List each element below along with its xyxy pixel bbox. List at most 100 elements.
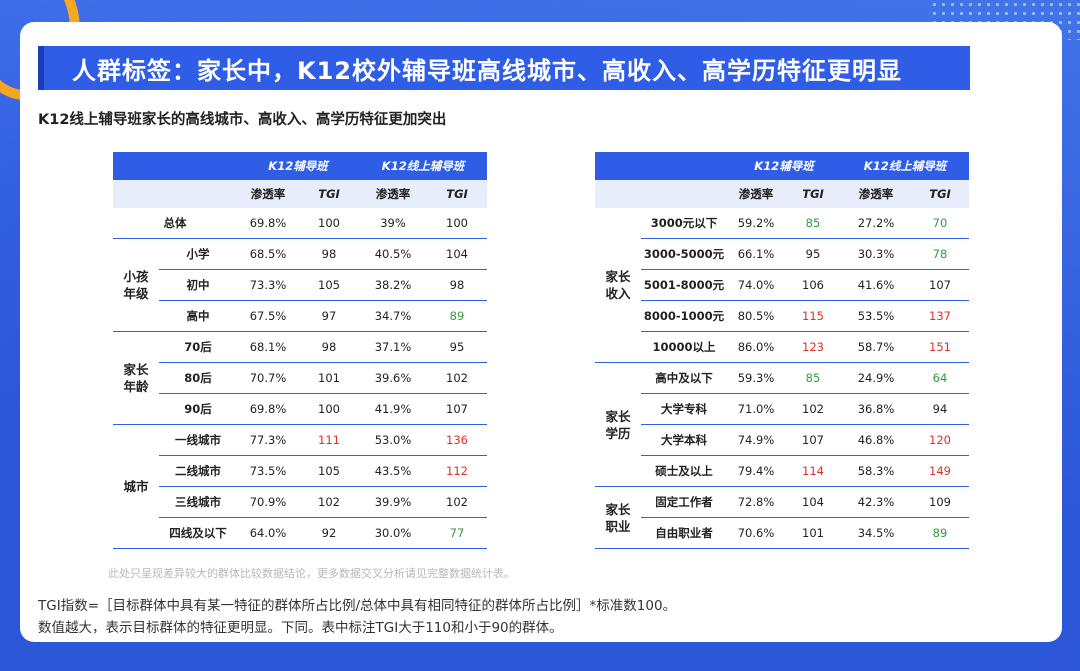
rate-cell: 58.7% — [841, 331, 911, 363]
tgi-cell: 102 — [427, 486, 487, 518]
row-label: 初中 — [159, 269, 237, 301]
table-row: 家长 收入 3000元以下 59.2% 85 27.2% 70 — [595, 208, 969, 363]
row-label: 四线及以下 — [159, 517, 237, 549]
group-label: 小孩 年级 — [113, 238, 159, 332]
table-row: 大学本科 74.9% 107 46.8% 120 — [595, 424, 969, 456]
rate-cell: 39% — [359, 208, 427, 239]
table-row: 高中 67.5% 97 34.7% 89 — [113, 300, 487, 332]
table-row: 家长 年龄 70后 68.1% 98 37.1% 95 — [113, 331, 487, 425]
right-data-table: K12辅导班 K12线上辅导班 渗透率 TGI 渗透率 TGI 家长 收入 3000… — [595, 152, 969, 549]
table-row: 城市 一线城市 77.3% 111 53.0% 136 — [113, 424, 487, 549]
header-k12: K12辅导班 — [237, 152, 359, 180]
tgi-cell: 101 — [299, 362, 359, 394]
rate-cell: 36.8% — [841, 393, 911, 425]
rate-cell: 79.4% — [727, 455, 785, 487]
tgi-cell: 151 — [911, 331, 969, 363]
row-label: 二线城市 — [159, 455, 237, 487]
row-label: 8000-1000元 — [641, 300, 727, 332]
tgi-cell: 89 — [911, 517, 969, 549]
row-label: 固定工作者 — [641, 486, 727, 518]
rate-cell: 73.3% — [237, 269, 299, 301]
rate-cell: 74.9% — [727, 424, 785, 456]
tgi-cell: 137 — [911, 300, 969, 332]
tgi-cell: 111 — [299, 424, 359, 456]
rate-cell: 53.5% — [841, 300, 911, 332]
rate-cell: 70.9% — [237, 486, 299, 518]
header-tgi: TGI — [427, 180, 487, 208]
title-accent — [38, 46, 44, 90]
rate-cell: 37.1% — [359, 331, 427, 363]
tgi-cell: 97 — [299, 300, 359, 332]
tgi-cell: 98 — [299, 331, 359, 363]
tgi-cell: 95 — [785, 238, 841, 270]
rate-cell: 39.9% — [359, 486, 427, 518]
rate-cell: 24.9% — [841, 362, 911, 394]
header-tgi: TGI — [911, 180, 969, 208]
tgi-cell: 112 — [427, 455, 487, 487]
rate-cell: 77.3% — [237, 424, 299, 456]
table-row: 四线及以下 64.0% 92 30.0% 77 — [113, 517, 487, 549]
tgi-cell: 102 — [299, 486, 359, 518]
table-note: 此处只呈现差异较大的群体比较数据结论，更多数据交叉分析请见完整数据统计表。 — [108, 567, 515, 580]
rate-cell: 41.9% — [359, 393, 427, 425]
row-label: 三线城市 — [159, 486, 237, 518]
row-label: 总体 — [113, 208, 237, 239]
table-row: 大学专科 71.0% 102 36.8% 94 — [595, 393, 969, 425]
footer-tgi-explanation: 数值越大，表示目标群体的特征更明显。下同。表中标注TGI大于110和小于90的群… — [38, 620, 563, 636]
page-title: 人群标签：家长中，K12校外辅导班高线城市、高收入、高学历特征更明显 — [72, 56, 902, 85]
table-row: 硕士及以上 79.4% 114 58.3% 149 — [595, 455, 969, 487]
footer-tgi-definition: TGI指数=［目标群体中具有某一特征的群体所占比例/总体中具有相同特征的群体所占… — [38, 598, 677, 614]
tgi-cell: 106 — [785, 269, 841, 301]
tgi-cell: 120 — [911, 424, 969, 456]
rate-cell: 41.6% — [841, 269, 911, 301]
rate-cell: 67.5% — [237, 300, 299, 332]
tgi-cell: 101 — [785, 517, 841, 549]
table-row: 90后 69.8% 100 41.9% 107 — [113, 393, 487, 425]
header-rate: 渗透率 — [841, 180, 911, 208]
table-row: 3000-5000元 66.1% 95 30.3% 78 — [595, 238, 969, 270]
rate-cell: 39.6% — [359, 362, 427, 394]
rate-cell: 64.0% — [237, 517, 299, 549]
row-label: 硕士及以上 — [641, 455, 727, 487]
rate-cell: 70.6% — [727, 517, 785, 549]
rate-cell: 68.5% — [237, 238, 299, 270]
rate-cell: 72.8% — [727, 486, 785, 518]
title-bar: 人群标签：家长中，K12校外辅导班高线城市、高收入、高学历特征更明显 — [38, 46, 970, 90]
group-label: 家长 年龄 — [113, 331, 159, 425]
tgi-cell: 102 — [427, 362, 487, 394]
tgi-cell: 64 — [911, 362, 969, 394]
rate-cell: 59.3% — [727, 362, 785, 394]
tgi-cell: 105 — [299, 455, 359, 487]
header-tgi: TGI — [785, 180, 841, 208]
rate-cell: 46.8% — [841, 424, 911, 456]
rate-cell: 68.1% — [237, 331, 299, 363]
tgi-cell: 70 — [911, 208, 969, 239]
rate-cell: 34.5% — [841, 517, 911, 549]
tgi-cell: 85 — [785, 362, 841, 394]
tgi-cell: 85 — [785, 208, 841, 239]
header-k12-online: K12线上辅导班 — [841, 152, 969, 180]
tgi-cell: 107 — [785, 424, 841, 456]
tgi-cell: 114 — [785, 455, 841, 487]
table-row: 8000-1000元 80.5% 115 53.5% 137 — [595, 300, 969, 332]
row-label: 大学本科 — [641, 424, 727, 456]
header-tgi: TGI — [299, 180, 359, 208]
table-row-total: 总体 69.8% 100 39% 100 — [113, 208, 487, 239]
header-rate: 渗透率 — [359, 180, 427, 208]
left-data-table: K12辅导班 K12线上辅导班 渗透率 TGI 渗透率 TGI 总体 69.8% 1… — [113, 152, 487, 549]
rate-cell: 58.3% — [841, 455, 911, 487]
row-label: 高中 — [159, 300, 237, 332]
row-label: 自由职业者 — [641, 517, 727, 549]
tgi-cell: 105 — [299, 269, 359, 301]
rate-cell: 30.0% — [359, 517, 427, 549]
tgi-cell: 109 — [911, 486, 969, 518]
row-label: 3000-5000元 — [641, 238, 727, 270]
rate-cell: 70.7% — [237, 362, 299, 394]
rate-cell: 86.0% — [727, 331, 785, 363]
tgi-cell: 123 — [785, 331, 841, 363]
group-label: 城市 — [113, 424, 159, 549]
rate-cell: 74.0% — [727, 269, 785, 301]
rate-cell: 71.0% — [727, 393, 785, 425]
table-row: 二线城市 73.5% 105 43.5% 112 — [113, 455, 487, 487]
group-label: 家长 学历 — [595, 362, 641, 487]
